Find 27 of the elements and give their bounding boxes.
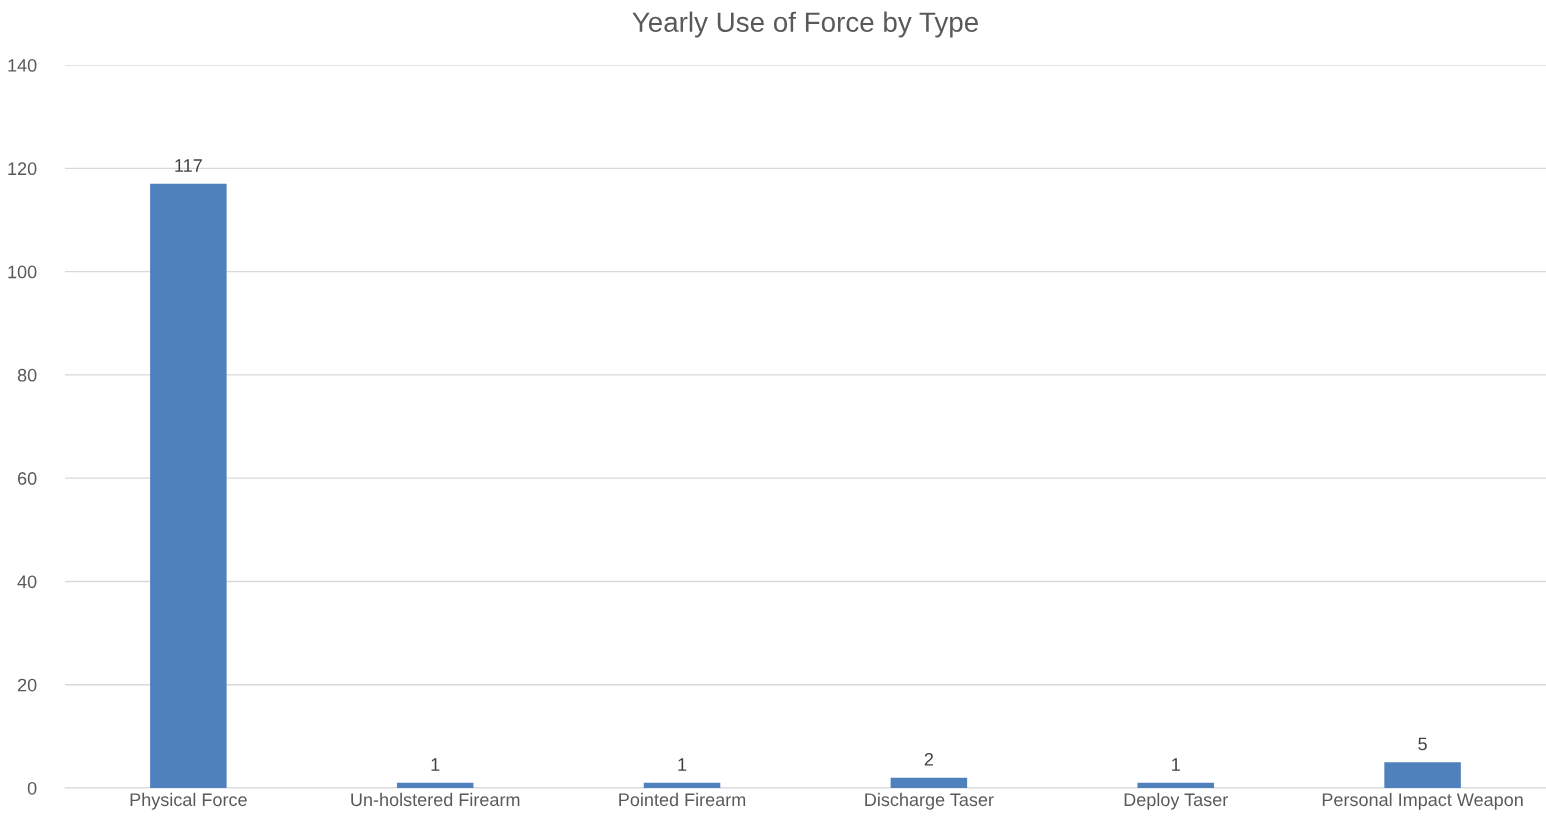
bar xyxy=(643,782,721,788)
y-tick-label: 40 xyxy=(17,575,37,589)
y-tick-label: 0 xyxy=(27,781,37,795)
bar xyxy=(1384,762,1461,788)
x-tick-label: Deploy Taser xyxy=(1124,792,1228,810)
y-tick-label: 120 xyxy=(8,162,37,176)
y-tick-label: 60 xyxy=(17,472,37,485)
x-tick-label: Personal Impact Weapon xyxy=(1322,792,1523,810)
data-label: 117 xyxy=(175,159,202,172)
y-tick-label: 20 xyxy=(17,678,37,692)
y-tick-label: 80 xyxy=(17,368,37,382)
x-tick-label: Un-holstered Firearm xyxy=(351,792,520,807)
bar xyxy=(396,782,474,788)
x-tick-label: Discharge Taser xyxy=(865,792,994,810)
data-label: 1 xyxy=(431,758,440,771)
data-label: 2 xyxy=(924,752,933,766)
data-label: 1 xyxy=(1172,758,1180,771)
x-tick-label: Pointed Firearm xyxy=(619,792,746,807)
data-label: 5 xyxy=(1418,737,1427,751)
y-tick-label: 140 xyxy=(8,59,37,72)
x-tick-label: Physical Force xyxy=(130,792,247,810)
bar xyxy=(1137,782,1214,788)
bar xyxy=(150,183,227,788)
y-tick-label: 100 xyxy=(8,265,37,279)
bar xyxy=(890,777,968,788)
data-label: 1 xyxy=(678,758,687,771)
chart-title: Yearly Use of Force by Type xyxy=(632,11,978,38)
